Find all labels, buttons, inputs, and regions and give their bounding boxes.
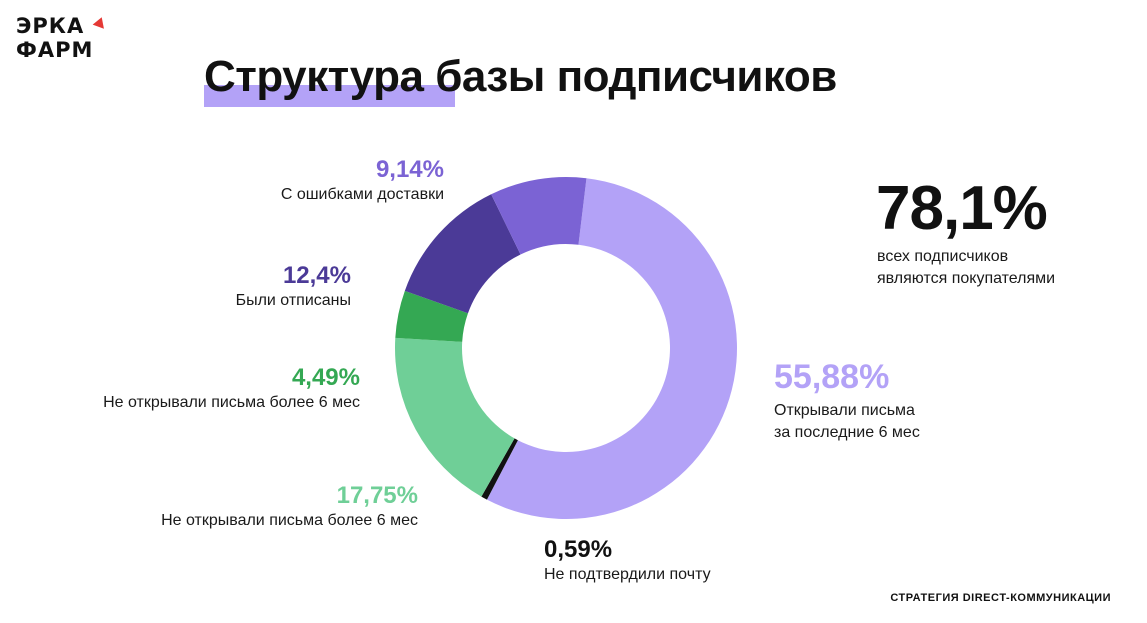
- label-not-opened-1775: 17,75% Не открывали письма более 6 мес: [161, 482, 418, 532]
- pct-unconfirmed: 0,59%: [544, 536, 613, 563]
- donut-slices: [395, 177, 737, 519]
- desc-not-opened-1775: Не открывали письма более 6 мес: [161, 512, 418, 529]
- desc-delivery-errors: С ошибками доставки: [280, 186, 444, 203]
- label-delivery-errors: 9,14% С ошибками доставки: [281, 156, 444, 206]
- footer-caption: СТРАТЕГИЯ DIRECT-КОММУНИКАЦИИ: [890, 592, 1111, 604]
- brand-logo: ЭРКА ФАРМ: [16, 14, 108, 66]
- brand-logo-line1: ЭРКА: [16, 14, 85, 38]
- summary-text: всех подписчиков являются покупателями: [877, 246, 1055, 290]
- desc-opened-line1: Открывали письма: [774, 402, 915, 419]
- pct-opened: 55,88%: [774, 358, 890, 396]
- slice-delivery-errors: [491, 177, 587, 255]
- pct-delivery-errors: 9,14%: [375, 156, 444, 183]
- slice-not-opened-1775: [395, 337, 515, 497]
- page-title: Структура базы подписчиков: [204, 52, 837, 101]
- desc-unsubscribed: Были отписаны: [235, 292, 351, 309]
- summary-value: 78,1%: [876, 174, 1048, 243]
- label-not-opened-449: 4,49% Не открывали письма более 6 мес: [103, 364, 360, 414]
- slice-not-opened-449: [395, 290, 468, 342]
- summary-text-line1: всех подписчиков: [877, 248, 1009, 265]
- desc-opened-line2: за последние 6 мес: [774, 424, 920, 441]
- label-unconfirmed: 0,59% Не подтвердили почту: [544, 536, 711, 586]
- desc-not-opened-449: Не открывали письма более 6 мес: [103, 394, 360, 411]
- pct-not-opened-1775: 17,75%: [336, 482, 418, 509]
- title-block: Структура базы подписчиков: [204, 52, 837, 107]
- slice-opened: [486, 178, 737, 519]
- label-opened: 55,88% Открывали письма за последние 6 м…: [774, 358, 920, 444]
- summary-text-line2: являются покупателями: [877, 270, 1056, 287]
- slice-unconfirmed: [481, 438, 518, 500]
- brand-logo-line2: ФАРМ: [16, 38, 94, 62]
- label-unsubscribed: 12,4% Были отписаны: [236, 262, 351, 312]
- pct-not-opened-449: 4,49%: [291, 364, 360, 391]
- pct-unsubscribed: 12,4%: [282, 262, 351, 289]
- slice-unsubscribed: [404, 194, 521, 314]
- title-highlight: [204, 85, 455, 107]
- desc-unconfirmed: Не подтвердили почту: [544, 566, 711, 583]
